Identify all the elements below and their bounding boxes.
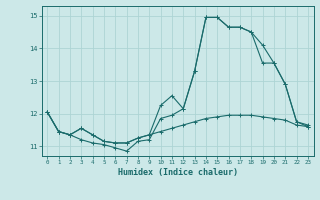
X-axis label: Humidex (Indice chaleur): Humidex (Indice chaleur): [118, 168, 237, 177]
